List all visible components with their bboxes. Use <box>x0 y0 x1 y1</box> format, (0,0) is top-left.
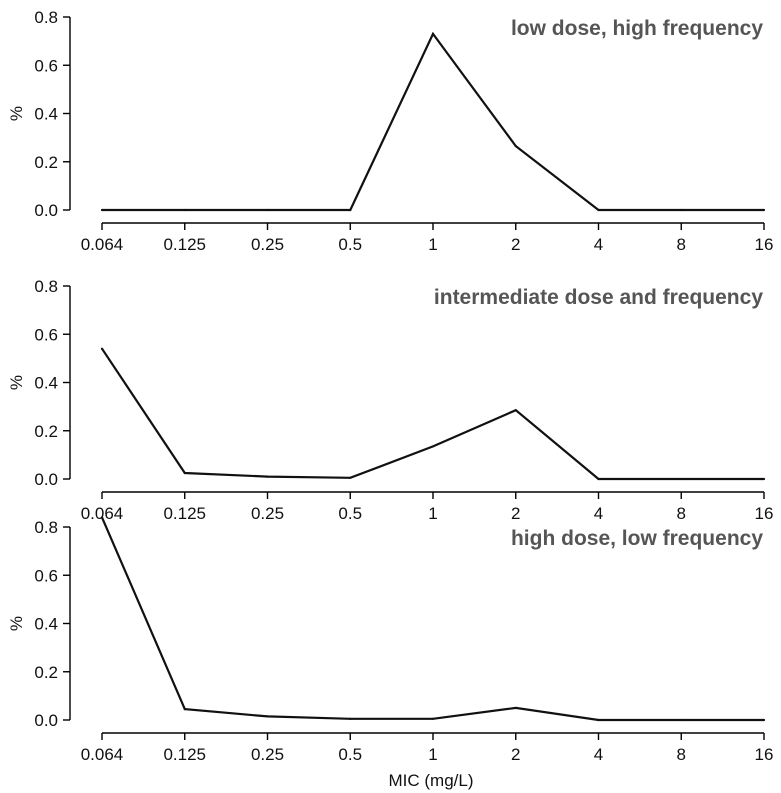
chart-panel-3: 0.0 0.2 0.4 0.6 0.8% 0.064 0.125 0.25 0.5 1 2 4 8 16 h… <box>7 516 773 790</box>
x-tick-label: 8 <box>677 745 686 764</box>
y-tick-label: 0.2 <box>34 153 58 172</box>
data-point <box>349 476 352 479</box>
x-axis-title: MIC (mg/L) <box>389 771 474 790</box>
chart-panel-1: 0.0 0.2 0.4 0.6 0.8% 0.064 0.125 0.25 0.5 1 2 4 8 16 l… <box>7 8 773 254</box>
y-axis-title: % <box>7 375 26 390</box>
series-line <box>102 31 764 212</box>
x-tick-label: 0.25 <box>251 504 284 523</box>
data-point <box>597 208 600 212</box>
x-tick-label: 1 <box>428 235 437 254</box>
data-point <box>762 208 766 212</box>
x-tick-label: 1 <box>428 745 437 764</box>
x-tick-label: 0.5 <box>338 235 362 254</box>
data-point <box>514 144 517 148</box>
data-point <box>183 208 186 212</box>
x-tick-label: 4 <box>594 504 603 523</box>
data-point <box>762 718 766 722</box>
x-tick-label: 0.5 <box>338 745 362 764</box>
panel-title: low dose, high frequency <box>511 17 763 40</box>
data-point <box>431 32 435 35</box>
y-tick-label: 0.4 <box>34 374 58 393</box>
x-tick-label: 0.25 <box>251 235 284 254</box>
y-tick-label: 0.0 <box>34 201 58 220</box>
x-tick-label: 8 <box>677 504 686 523</box>
x-tick-label: 4 <box>594 745 603 764</box>
x-tick-label: 16 <box>755 235 774 254</box>
panel-title: intermediate dose and frequency <box>434 286 763 309</box>
y-tick-label: 0.6 <box>34 566 58 585</box>
y-tick-label: 0.4 <box>34 615 58 634</box>
data-point <box>183 708 186 711</box>
data-point <box>762 477 766 481</box>
data-point <box>100 208 104 212</box>
data-point <box>514 706 517 710</box>
data-point <box>100 347 104 350</box>
x-tick-label: 4 <box>594 235 603 254</box>
x-tick-label: 0.064 <box>81 235 124 254</box>
panel-title: high dose, low frequency <box>511 527 763 550</box>
y-axis-title: % <box>7 106 26 121</box>
x-tick-label: 1 <box>428 504 437 523</box>
data-point <box>597 718 600 722</box>
data-point <box>680 477 683 481</box>
data-point <box>266 475 269 478</box>
y-tick-label: 0.2 <box>34 422 58 441</box>
y-axis-title: % <box>7 616 26 631</box>
x-tick-label: 0.125 <box>163 504 206 523</box>
y-tick-label: 0.4 <box>34 105 58 124</box>
y-tick-label: 0.2 <box>34 663 58 682</box>
y-tick-label: 0.8 <box>34 8 58 27</box>
y-tick-label: 0.0 <box>34 470 58 489</box>
data-point <box>514 409 517 412</box>
data-point <box>266 208 269 212</box>
data-point <box>431 445 435 448</box>
x-tick-label: 0.125 <box>163 745 206 764</box>
x-tick-label: 0.064 <box>81 504 124 523</box>
x-tick-label: 16 <box>755 745 774 764</box>
data-point <box>100 516 104 519</box>
x-tick-label: 2 <box>511 504 520 523</box>
chart-panel-2: 0.0 0.2 0.4 0.6 0.8% 0.064 0.125 0.25 0.5 1 2 4 8 16 i… <box>7 277 773 523</box>
data-point <box>349 208 352 212</box>
y-tick-label: 0.8 <box>34 277 58 296</box>
y-tick-label: 0.6 <box>34 325 58 344</box>
data-point <box>597 477 600 481</box>
data-point <box>680 208 683 212</box>
data-point <box>266 715 269 718</box>
x-tick-label: 0.5 <box>338 504 362 523</box>
y-tick-label: 0.0 <box>34 711 58 730</box>
x-tick-label: 0.25 <box>251 745 284 764</box>
y-tick-label: 0.6 <box>34 56 58 75</box>
x-tick-label: 2 <box>511 235 520 254</box>
x-tick-label: 2 <box>511 745 520 764</box>
data-point <box>349 717 352 720</box>
x-tick-label: 0.125 <box>163 235 206 254</box>
series-line <box>101 348 764 481</box>
y-tick-label: 0.8 <box>34 518 58 537</box>
x-tick-label: 0.064 <box>81 745 124 764</box>
data-point <box>680 718 683 722</box>
data-point <box>183 471 186 475</box>
data-point <box>431 717 435 720</box>
x-tick-label: 16 <box>755 504 774 523</box>
x-tick-label: 8 <box>677 235 686 254</box>
